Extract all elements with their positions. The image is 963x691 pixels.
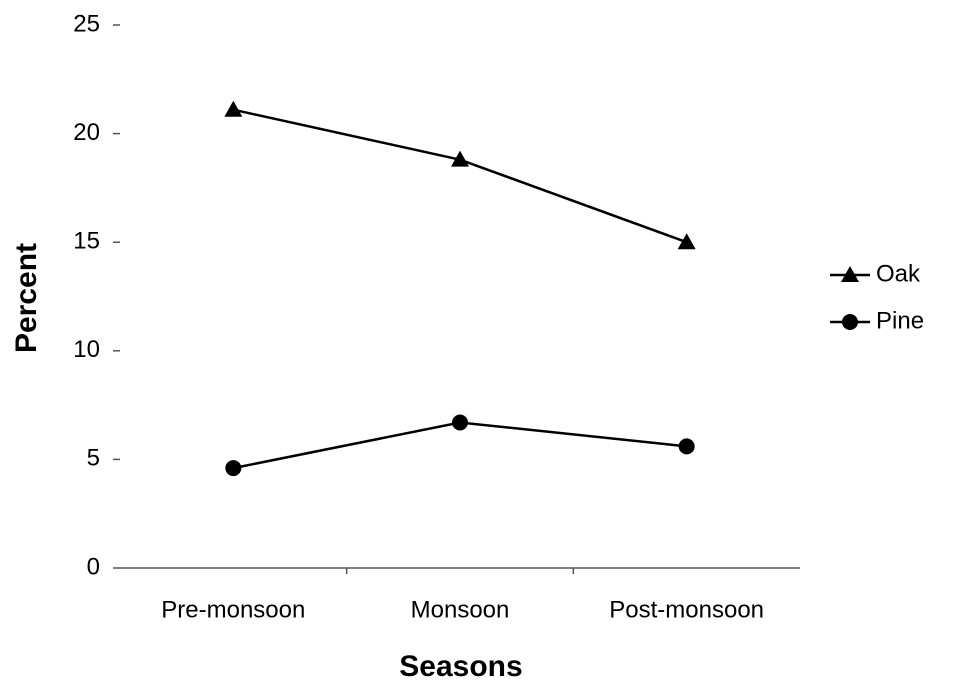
marker [677, 233, 696, 250]
marker [452, 414, 468, 431]
legend-marker [841, 266, 859, 282]
x-tick-label: Pre-monsoon [161, 596, 305, 623]
marker [224, 100, 243, 117]
legend-label: Pine [876, 307, 924, 334]
legend-marker [842, 314, 858, 330]
x-axis-title: Seasons [399, 650, 522, 683]
marker [225, 460, 242, 477]
y-tick-label: 25 [73, 10, 100, 37]
y-tick-label: 5 [87, 445, 100, 472]
y-tick-label: 10 [73, 336, 100, 363]
y-tick-label: 15 [73, 228, 100, 255]
y-tick-label: 0 [87, 553, 100, 580]
legend-label: Oak [876, 260, 921, 287]
marker [451, 150, 469, 167]
x-tick-label: Post-monsoon [609, 596, 764, 623]
marker [678, 438, 695, 455]
x-tick-label: Monsoon [411, 596, 510, 623]
y-axis-title: Percent [10, 243, 43, 353]
series-line [233, 108, 688, 244]
y-tick-label: 20 [73, 119, 100, 146]
